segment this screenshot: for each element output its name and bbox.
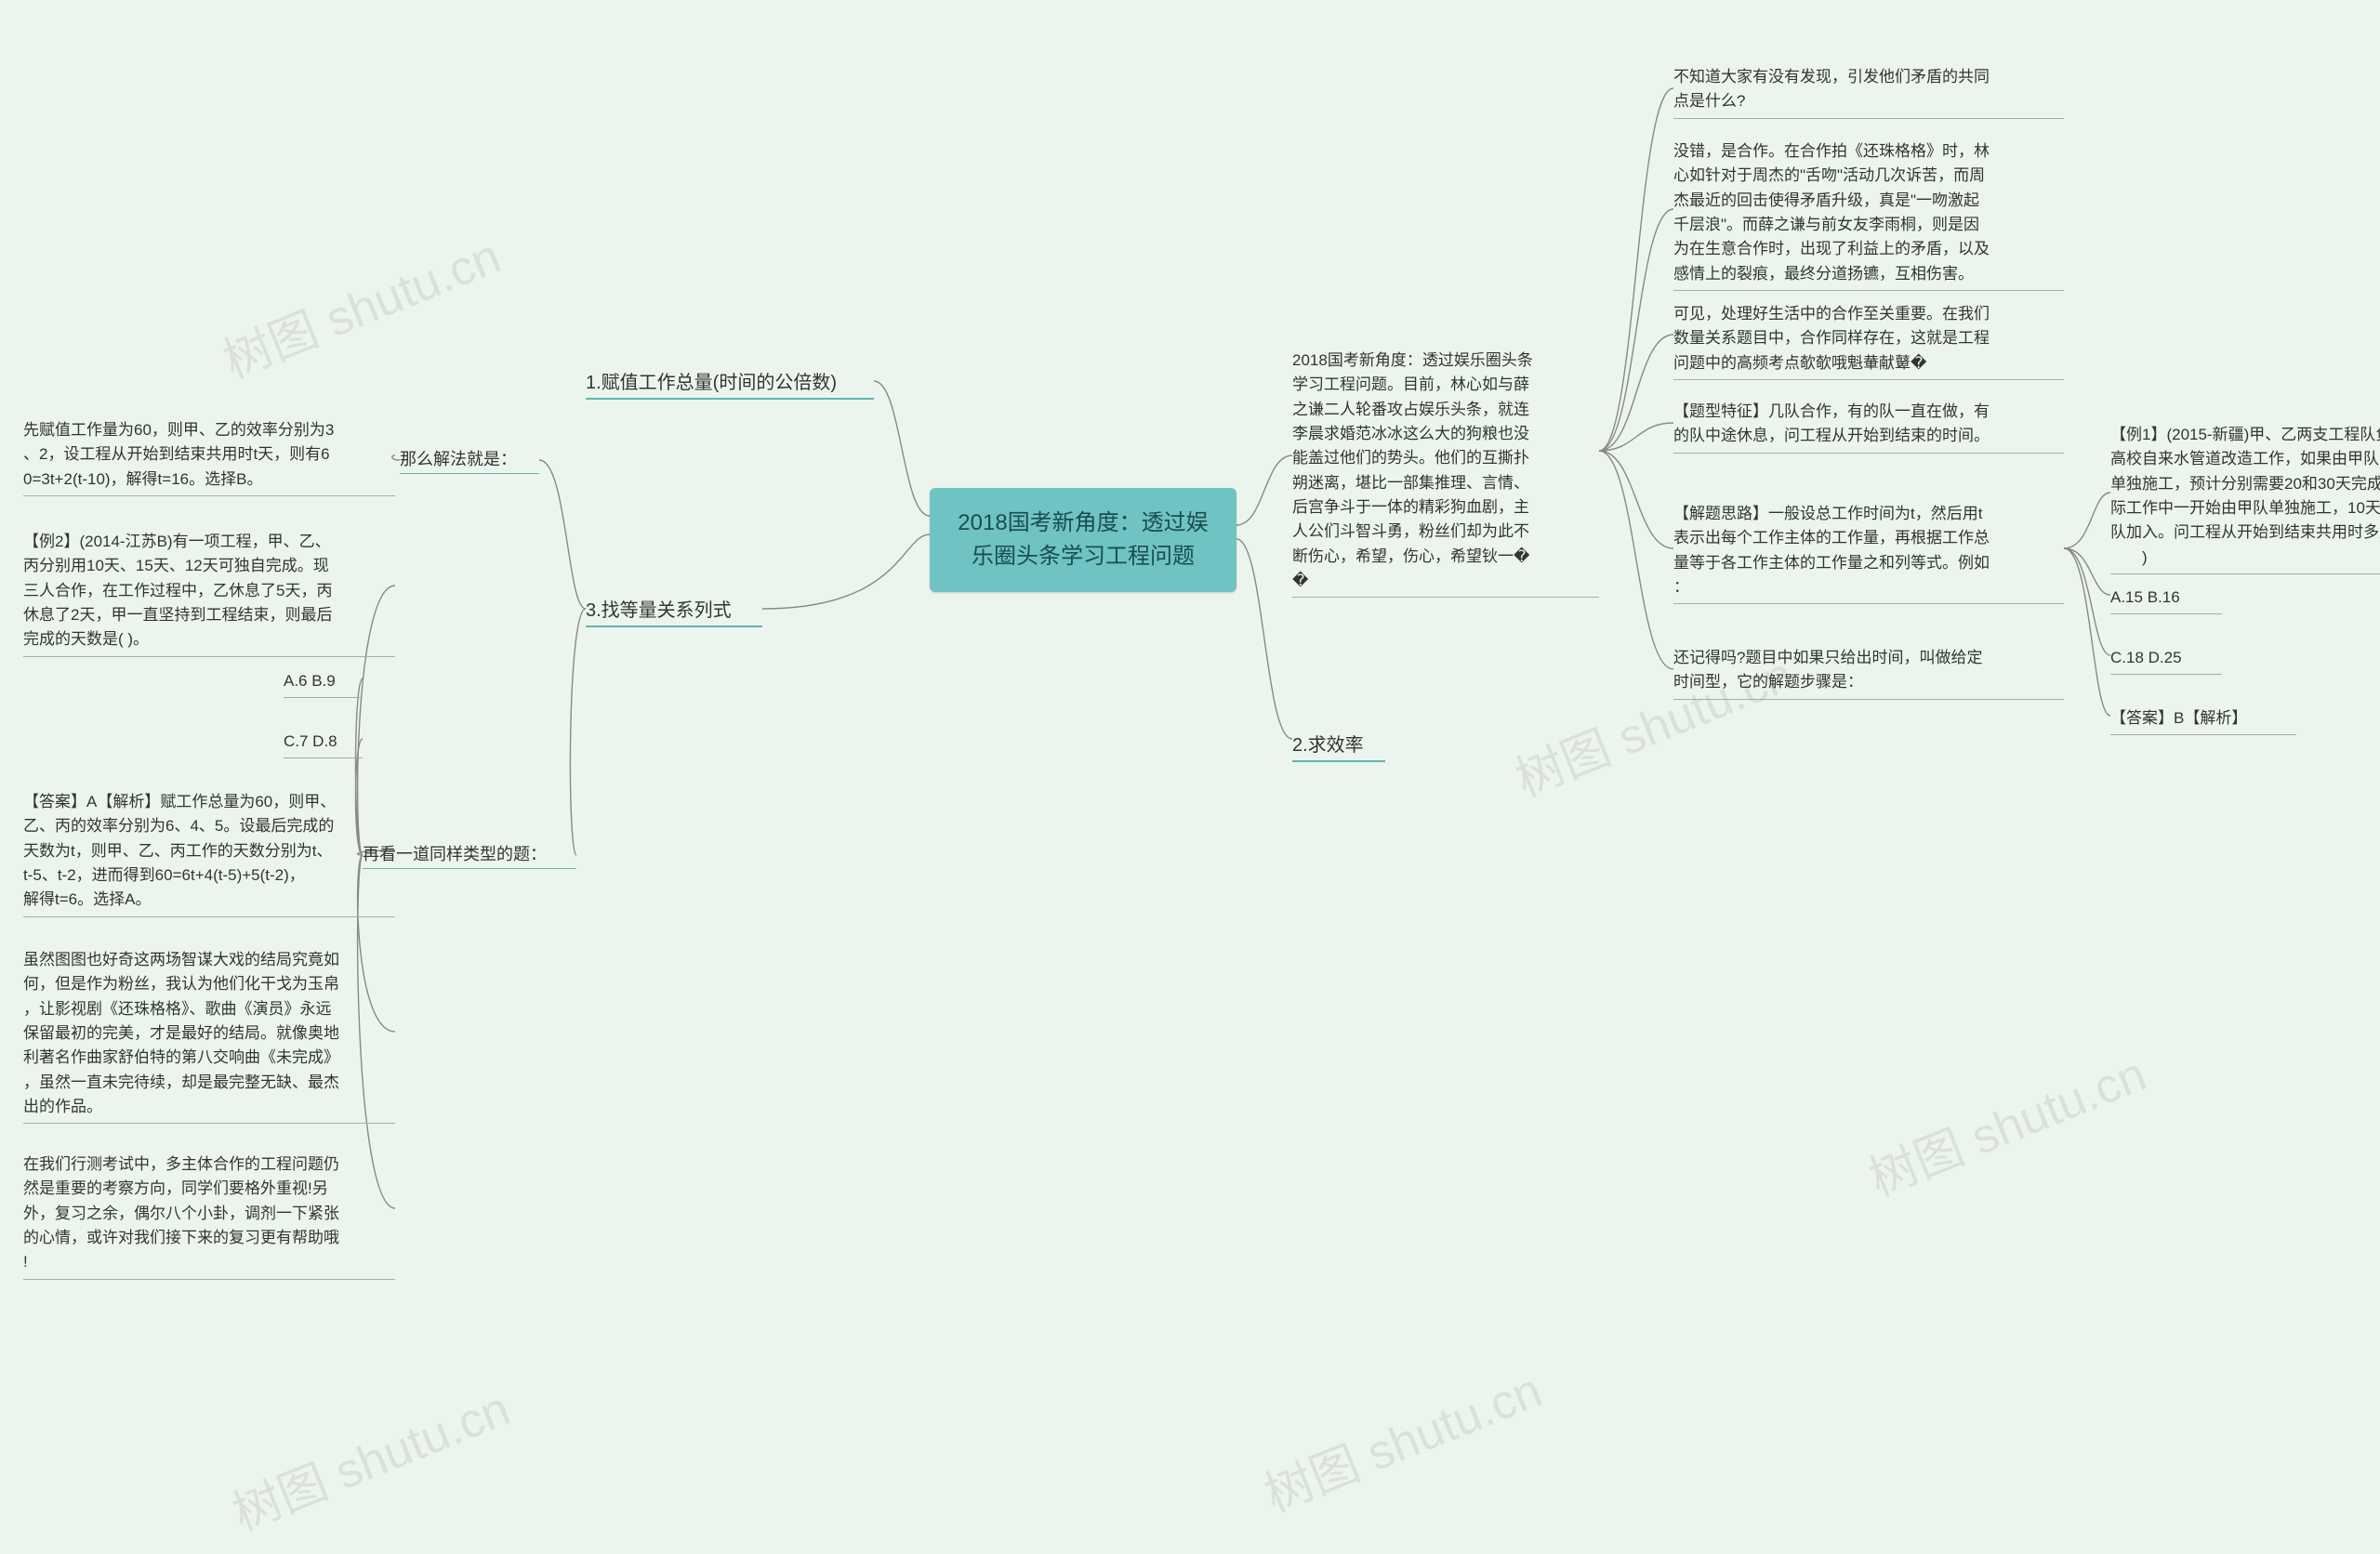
watermark: 树图 shutu.cn	[1252, 1351, 1550, 1526]
left-branch-3-sub-1-leaf: 先赋值工作量为60，则甲、乙的效率分别为3、2，设工程从开始到结束共用时t天，则…	[23, 418, 395, 496]
left-sub2-leaf-4: 【答案】A【解析】赋工作总量为60，则甲、乙、丙的效率分别为6、4、5。设最后完…	[23, 790, 395, 917]
right-intro-child-5-sub-1: 【例1】(2015-新疆)甲、乙两支工程队负责高校自来水管道改造工作，如果由甲队…	[2110, 423, 2380, 574]
left-branch-1: 1.赋值工作总量(时间的公倍数)	[586, 367, 874, 400]
right-intro-child-5-sub-4: 【答案】B【解析】	[2110, 706, 2296, 735]
right-rate: 2.求效率	[1292, 730, 1385, 762]
left-sub2-leaf-3: C.7 D.8	[284, 730, 363, 758]
right-intro-child-4: 【题型特征】几队合作，有的队一直在做，有的队中途休息，问工程从开始到结束的时间。	[1673, 400, 2064, 454]
left-branch-3-sub-1: 那么解法就是：	[400, 446, 539, 474]
right-intro-child-2: 没错，是合作。在合作拍《还珠格格》时，林心如针对于周杰的"舌吻"活动几次诉苦，而…	[1673, 139, 2064, 291]
right-intro-child-5-sub-3: C.18 D.25	[2110, 646, 2222, 675]
left-sub2-leaf-2: A.6 B.9	[284, 669, 363, 698]
watermark: 树图 shutu.cn	[211, 217, 509, 392]
right-intro-child-6: 还记得吗?题目中如果只给出时间，叫做给定时间型，它的解题步骤是：	[1673, 646, 2064, 700]
watermark: 树图 shutu.cn	[1857, 1035, 2154, 1210]
right-intro-child-5-sub-2: A.15 B.16	[2110, 586, 2222, 614]
left-sub2-leaf-5: 虽然图图也好奇这两场智谋大戏的结局究竟如何，但是作为粉丝，我认为他们化干戈为玉帛…	[23, 948, 395, 1124]
watermark: 树图 shutu.cn	[220, 1370, 518, 1545]
right-intro-child-3: 可见，处理好生活中的合作至关重要。在我们数量关系题目中，合作同样存在，这就是工程…	[1673, 302, 2064, 380]
right-intro: 2018国考新角度：透过娱乐圈头条学习工程问题。目前，林心如与薛之谦二人轮番攻占…	[1292, 349, 1599, 598]
left-sub2-leaf-6: 在我们行测考试中，多主体合作的工程问题仍然是重要的考察方向，同学们要格外重视!另…	[23, 1152, 395, 1280]
center-topic: 2018国考新角度：透过娱乐圈头条学习工程问题	[930, 488, 1236, 592]
right-intro-child-5: 【解题思路】一般设总工作时间为t，然后用t表示出每个工作主体的工作量，再根据工作…	[1673, 502, 2064, 604]
right-intro-child-1: 不知道大家有没有发现，引发他们矛盾的共同点是什么?	[1673, 65, 2064, 119]
left-sub2-leaf-1: 【例2】(2014-江苏B)有一项工程，甲、乙、丙分别用10天、15天、12天可…	[23, 530, 395, 657]
left-branch-3: 3.找等量关系列式	[586, 595, 762, 627]
